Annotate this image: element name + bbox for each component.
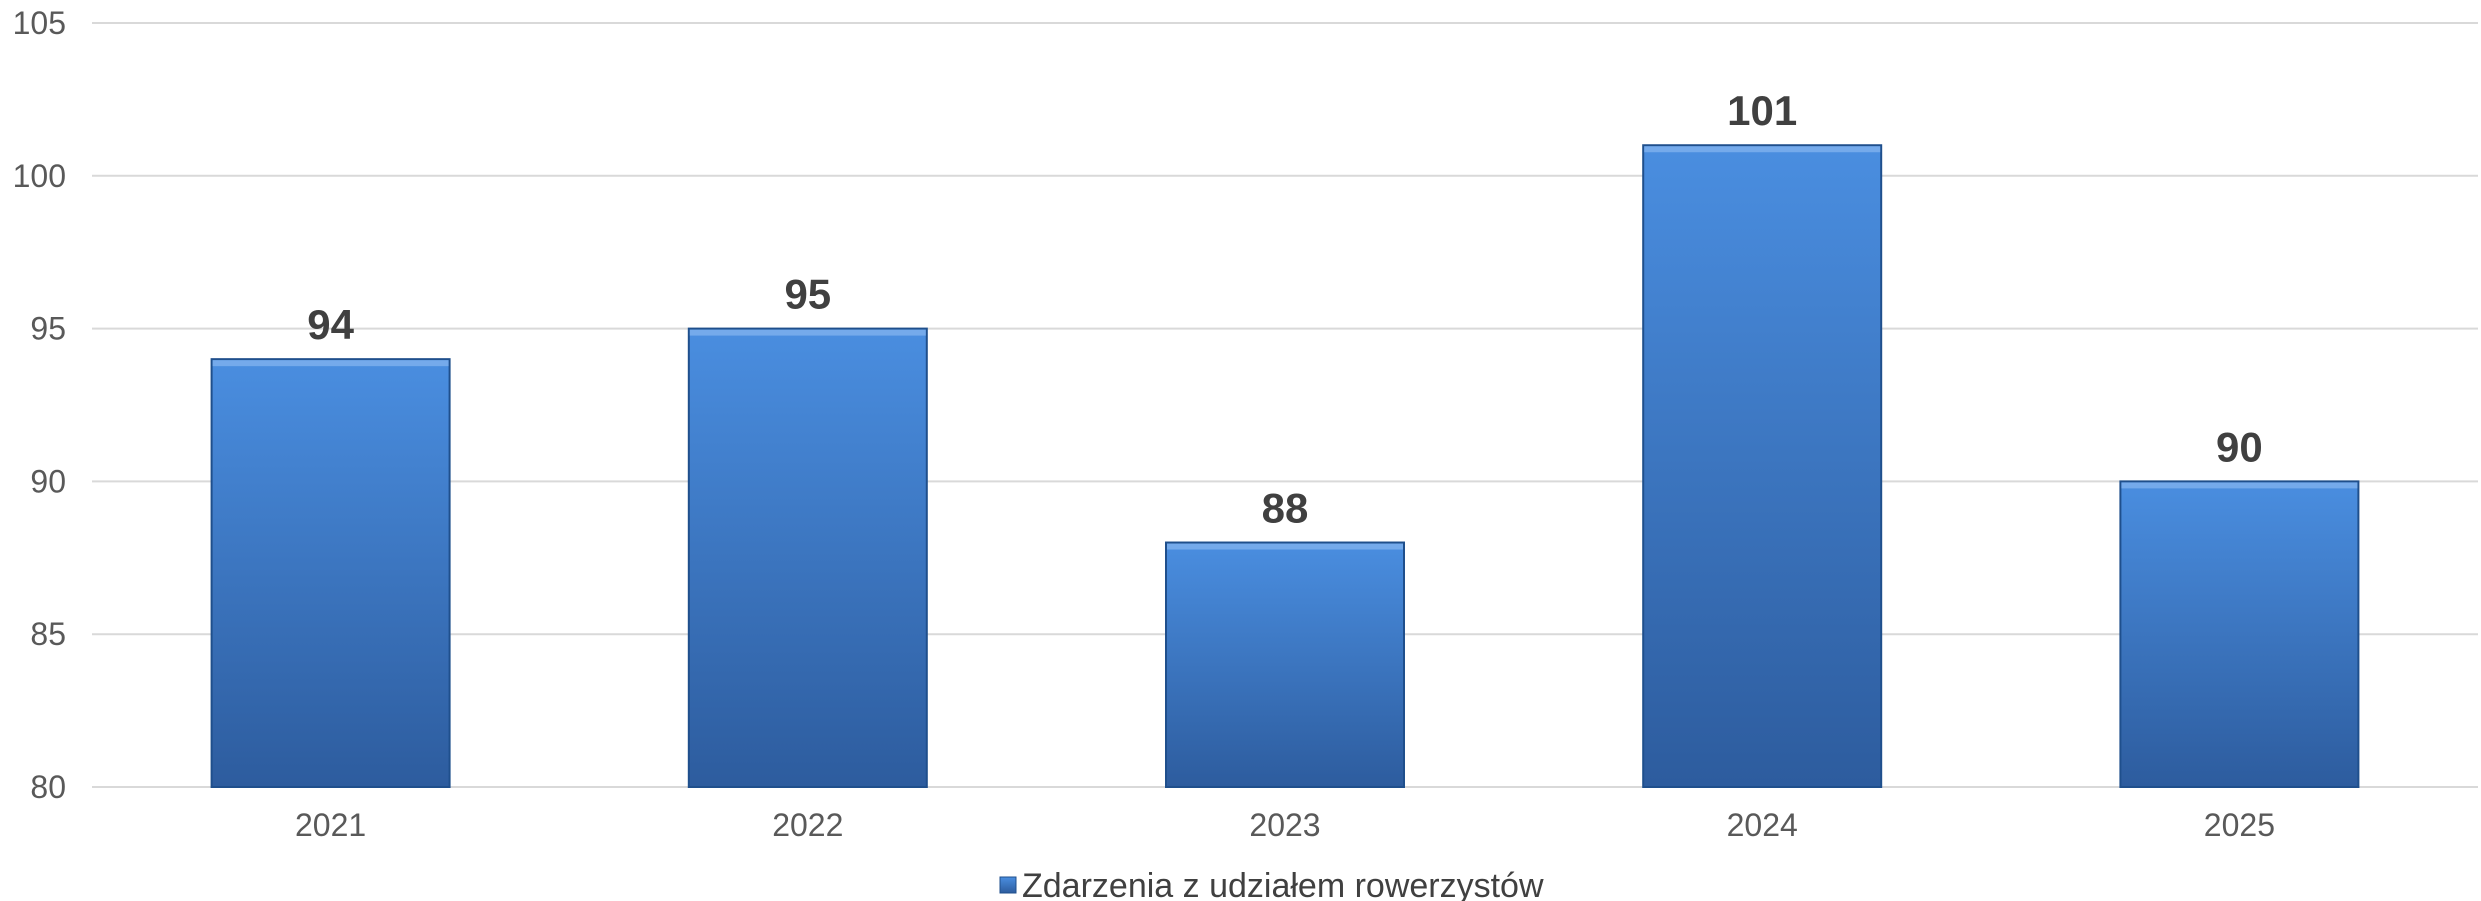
bar	[2119, 480, 2360, 788]
data-label: 95	[784, 271, 831, 318]
bar-highlight	[212, 360, 449, 367]
data-label: 90	[2216, 423, 2263, 470]
y-tick-label: 95	[30, 311, 66, 347]
data-label: 94	[307, 301, 354, 348]
gridlines	[92, 22, 2478, 788]
data-label: 88	[1262, 485, 1309, 532]
bar	[1165, 541, 1405, 789]
bar	[1642, 144, 1883, 789]
legend: Zdarzenia z udziałem rowerzystów	[999, 867, 1544, 901]
x-axis-tick-labels: 2021 2022 2023 2024 2025	[295, 807, 2275, 843]
data-labels: 94 95 88 101 90	[307, 87, 2263, 531]
y-tick-label: 100	[13, 158, 66, 194]
x-tick-label: 2024	[1727, 807, 1798, 843]
bar	[210, 358, 451, 788]
y-tick-label: 80	[30, 769, 66, 805]
bar-highlight	[689, 329, 926, 336]
bar-highlight	[1644, 146, 1881, 153]
bar	[687, 327, 928, 788]
bars	[210, 144, 2360, 789]
bar-highlight	[1167, 543, 1403, 550]
x-tick-label: 2022	[772, 807, 843, 843]
x-tick-label: 2023	[1249, 807, 1320, 843]
y-tick-label: 90	[30, 463, 66, 499]
legend-swatch	[999, 876, 1017, 894]
y-tick-label: 105	[13, 5, 66, 41]
data-label: 101	[1727, 87, 1797, 134]
x-tick-label: 2025	[2204, 807, 2275, 843]
x-tick-label: 2021	[295, 807, 366, 843]
y-axis-tick-labels: 80 85 90 95 100 105	[13, 5, 66, 805]
legend-label: Zdarzenia z udziałem rowerzystów	[1022, 867, 1544, 901]
y-tick-label: 85	[30, 616, 66, 652]
bar-highlight	[2121, 482, 2358, 489]
